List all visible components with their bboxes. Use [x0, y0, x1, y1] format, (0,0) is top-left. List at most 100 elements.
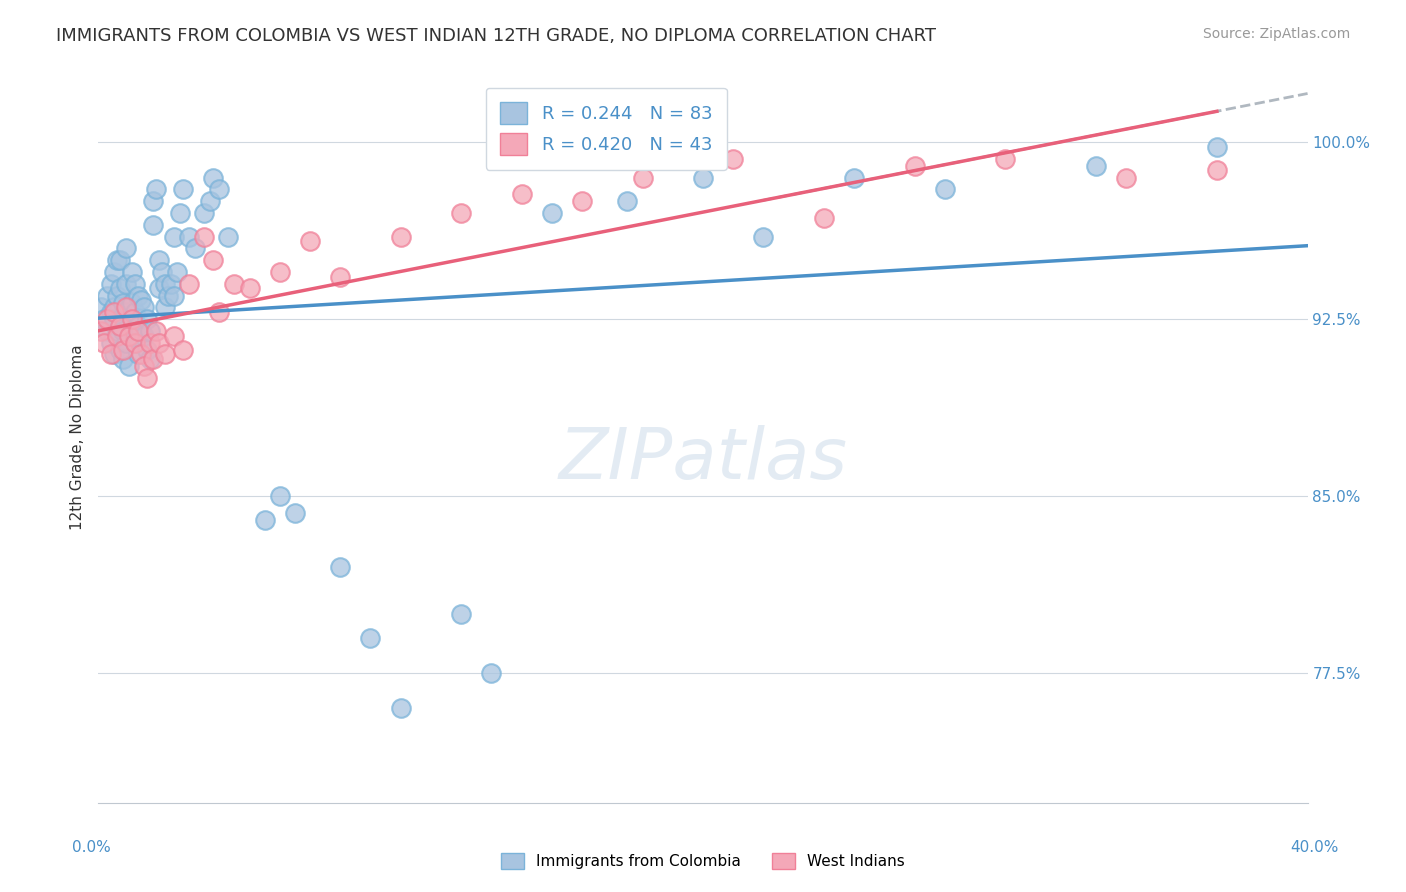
Point [202, 170, 225, 185]
Point [1115, 170, 1137, 185]
Point [200, 194, 222, 208]
Text: IMMIGRANTS FROM COLOMBIA VS WEST INDIAN 12TH GRADE, NO DIPLOMA CORRELATION CHART: IMMIGRANTS FROM COLOMBIA VS WEST INDIAN … [56, 27, 936, 45]
Legend: Immigrants from Colombia, West Indians: Immigrants from Colombia, West Indians [495, 847, 911, 875]
Point [360, 631, 382, 645]
Point [100, 335, 122, 350]
Point [114, 277, 136, 291]
Point [127, 319, 149, 334]
Point [114, 305, 136, 319]
Point [111, 324, 134, 338]
Point [103, 312, 125, 326]
Point [114, 241, 136, 255]
Point [172, 182, 194, 196]
Point [124, 305, 146, 319]
Point [142, 352, 165, 367]
Point [132, 301, 155, 315]
Point [184, 241, 207, 255]
Point [121, 324, 143, 338]
Point [132, 328, 155, 343]
Point [105, 324, 128, 338]
Point [239, 281, 262, 295]
Point [103, 301, 125, 315]
Point [108, 343, 131, 357]
Point [389, 229, 412, 244]
Point [172, 343, 194, 357]
Point [129, 324, 152, 338]
Point [934, 182, 956, 196]
Point [127, 324, 149, 338]
Point [111, 343, 134, 357]
Point [108, 312, 131, 326]
Point [752, 229, 775, 244]
Point [208, 182, 231, 196]
Point [179, 277, 201, 291]
Point [124, 335, 146, 350]
Point [844, 170, 866, 185]
Text: 0.0%: 0.0% [72, 840, 111, 855]
Point [163, 288, 186, 302]
Point [269, 265, 291, 279]
Point [450, 607, 472, 621]
Point [105, 253, 128, 268]
Point [193, 206, 215, 220]
Point [1085, 159, 1108, 173]
Point [329, 559, 352, 574]
Point [114, 335, 136, 350]
Point [139, 324, 162, 338]
Point [121, 295, 143, 310]
Point [139, 352, 162, 367]
Point [111, 295, 134, 310]
Point [90, 301, 112, 315]
Point [150, 265, 173, 279]
Point [100, 305, 122, 319]
Point [179, 229, 201, 244]
Point [103, 305, 125, 319]
Point [631, 170, 654, 185]
Point [692, 170, 714, 185]
Point [93, 335, 115, 350]
Point [127, 347, 149, 361]
Point [129, 347, 152, 361]
Point [103, 265, 125, 279]
Point [202, 253, 225, 268]
Point [121, 312, 143, 326]
Point [129, 293, 152, 308]
Point [139, 335, 162, 350]
Point [148, 335, 170, 350]
Point [108, 281, 131, 295]
Point [217, 229, 239, 244]
Point [481, 666, 503, 681]
Point [135, 312, 157, 326]
Point [299, 234, 322, 248]
Point [208, 305, 231, 319]
Point [90, 324, 112, 338]
Point [96, 312, 118, 326]
Point [994, 152, 1017, 166]
Point [163, 229, 186, 244]
Point [723, 152, 745, 166]
Y-axis label: 12th Grade, No Diploma: 12th Grade, No Diploma [69, 344, 84, 530]
Point [105, 328, 128, 343]
Point [145, 324, 167, 338]
Text: ZIPatlas: ZIPatlas [558, 425, 848, 493]
Point [132, 359, 155, 374]
Text: 40.0%: 40.0% [1291, 840, 1339, 855]
Point [450, 206, 472, 220]
Point [169, 206, 191, 220]
Point [813, 211, 835, 225]
Point [253, 513, 276, 527]
Point [163, 328, 186, 343]
Point [145, 182, 167, 196]
Point [193, 229, 215, 244]
Point [166, 265, 188, 279]
Point [160, 277, 183, 291]
Point [153, 301, 176, 315]
Point [135, 371, 157, 385]
Point [269, 489, 291, 503]
Point [389, 701, 412, 715]
Point [142, 218, 165, 232]
Point [105, 288, 128, 302]
Point [148, 253, 170, 268]
Point [118, 328, 141, 343]
Point [224, 277, 246, 291]
